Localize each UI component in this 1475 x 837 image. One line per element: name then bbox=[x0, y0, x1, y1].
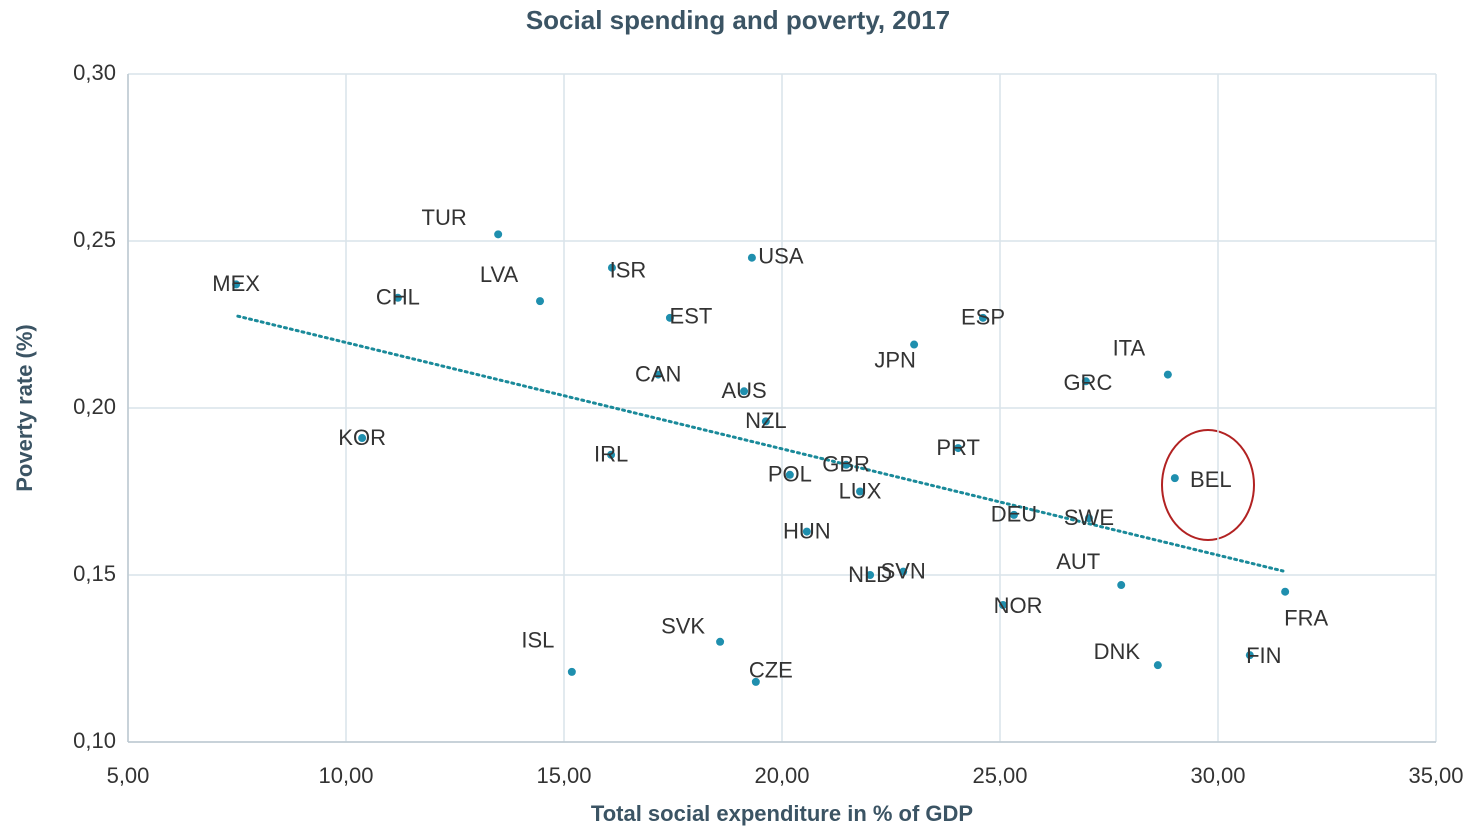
point-label: USA bbox=[758, 244, 804, 269]
point-label: SWE bbox=[1064, 505, 1114, 530]
point-label: ISL bbox=[521, 628, 554, 653]
point-label: PRT bbox=[936, 435, 980, 460]
point bbox=[1117, 581, 1126, 590]
point-label: GBR bbox=[822, 452, 870, 477]
point bbox=[761, 417, 770, 426]
x-tick-label: 35,00 bbox=[1408, 763, 1463, 788]
point-label: AUS bbox=[721, 378, 766, 403]
point bbox=[740, 387, 749, 396]
y-tick-label: 0,10 bbox=[73, 728, 116, 753]
point bbox=[716, 637, 725, 646]
chart-title: Social spending and poverty, 2017 bbox=[526, 5, 950, 35]
point bbox=[607, 450, 616, 459]
point-label: NZL bbox=[745, 408, 787, 433]
point-label: CZE bbox=[749, 658, 793, 683]
point bbox=[866, 571, 875, 579]
point bbox=[842, 460, 851, 469]
y-tick-label: 0,15 bbox=[73, 561, 116, 586]
point bbox=[856, 487, 865, 496]
point bbox=[954, 444, 963, 453]
point-label: GRC bbox=[1063, 370, 1112, 395]
point bbox=[978, 313, 987, 322]
y-tick-label: 0,20 bbox=[73, 394, 116, 419]
trendline bbox=[236, 314, 1285, 573]
point-label: NLD bbox=[848, 562, 892, 587]
point-label: MEX bbox=[212, 271, 260, 296]
x-tick-label: 5,00 bbox=[107, 763, 150, 788]
point-label: EST bbox=[670, 304, 713, 329]
point-label: CHL bbox=[376, 285, 420, 310]
point bbox=[393, 293, 402, 302]
point-label: SVK bbox=[661, 614, 705, 639]
point bbox=[358, 434, 367, 443]
point-label: FIN bbox=[1246, 643, 1281, 668]
point bbox=[751, 677, 760, 686]
y-axis-label: Poverty rate (%) bbox=[12, 324, 37, 492]
point-label: JPN bbox=[874, 347, 916, 372]
x-tick-label: 15,00 bbox=[536, 763, 591, 788]
x-tick-label: 20,00 bbox=[754, 763, 809, 788]
point-label: POL bbox=[768, 462, 812, 487]
point bbox=[607, 263, 616, 272]
point-label: TUR bbox=[422, 205, 467, 230]
point bbox=[536, 297, 545, 306]
point bbox=[899, 567, 908, 576]
point-label: CAN bbox=[635, 361, 681, 386]
point-label: HUN bbox=[783, 518, 831, 543]
point-label: IRL bbox=[594, 442, 628, 467]
point-label: FRA bbox=[1284, 606, 1328, 631]
point bbox=[1281, 587, 1290, 596]
point bbox=[747, 253, 756, 262]
point bbox=[999, 601, 1008, 610]
point-label: LVA bbox=[480, 262, 519, 287]
x-tick-label: 25,00 bbox=[972, 763, 1027, 788]
x-tick-label: 30,00 bbox=[1190, 763, 1245, 788]
point bbox=[1245, 651, 1254, 660]
point-label: KOR bbox=[338, 425, 386, 450]
point bbox=[232, 280, 241, 289]
y-tick-label: 0,30 bbox=[73, 60, 116, 85]
point bbox=[802, 527, 811, 536]
x-axis-label: Total social expenditure in % of GDP bbox=[591, 801, 973, 826]
point-label: BEL bbox=[1190, 467, 1232, 492]
point-label: ITA bbox=[1113, 335, 1146, 360]
point bbox=[1163, 370, 1172, 379]
point-label: DEU bbox=[991, 502, 1037, 527]
point bbox=[1153, 661, 1162, 670]
point bbox=[1081, 377, 1090, 386]
point-label: AUT bbox=[1056, 549, 1100, 574]
point bbox=[785, 470, 794, 479]
point bbox=[665, 313, 674, 322]
point-label: ESP bbox=[961, 305, 1005, 330]
point bbox=[494, 230, 503, 239]
y-tick-label: 0,25 bbox=[73, 227, 116, 252]
highlight-circle bbox=[1161, 429, 1255, 541]
point-label: LUX bbox=[839, 478, 882, 503]
point bbox=[1170, 474, 1179, 483]
point bbox=[1009, 510, 1018, 519]
x-tick-label: 10,00 bbox=[318, 763, 373, 788]
point bbox=[910, 340, 919, 349]
point bbox=[654, 370, 663, 379]
point-label: SVN bbox=[881, 558, 926, 583]
point-label: DNK bbox=[1094, 639, 1141, 664]
point bbox=[1084, 514, 1093, 523]
point-label: ISR bbox=[610, 258, 647, 283]
point-label: NOR bbox=[994, 593, 1043, 618]
point bbox=[567, 667, 576, 676]
